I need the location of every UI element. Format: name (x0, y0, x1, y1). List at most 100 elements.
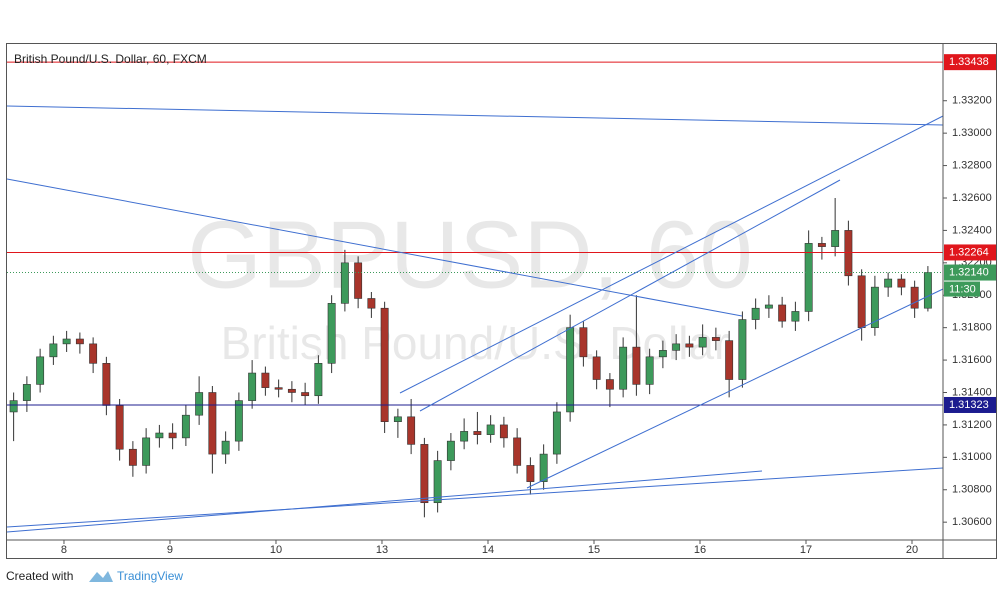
trend-line (419, 179, 841, 412)
candle-body (884, 278, 893, 288)
candle-body (725, 340, 734, 380)
candle-body (234, 400, 243, 442)
candle-body (552, 411, 561, 455)
level-label-box (944, 54, 996, 71)
x-tick-label: 13 (376, 544, 388, 556)
trend-line (6, 105, 944, 126)
candle-body (685, 343, 694, 348)
trend-line (526, 288, 944, 489)
candle-body (870, 286, 879, 328)
countdown-label: 11:30 (949, 283, 976, 295)
candle-body (619, 346, 628, 390)
y-tick-label: 1.31200 (952, 419, 992, 431)
candle-body (221, 440, 230, 455)
candle-body (49, 343, 58, 358)
current-price-label: 1.32140 (949, 266, 989, 278)
level-label-box (944, 244, 996, 261)
candle-body (897, 278, 906, 288)
candle-body (36, 356, 45, 385)
candle-body (778, 304, 787, 322)
candle-body (473, 431, 482, 435)
chart-title: British Pound/U.S. Dollar, 60, FXCM (14, 52, 207, 66)
candle-body (195, 392, 204, 416)
candle-body (367, 298, 376, 309)
candle-body (287, 388, 296, 393)
y-tick-label: 1.32800 (952, 159, 992, 171)
candle-body (672, 343, 681, 351)
candle-body (9, 400, 18, 413)
candle-body (407, 416, 416, 445)
trend-line (6, 178, 743, 317)
x-tick-label: 14 (482, 544, 494, 556)
candle-body (605, 379, 614, 390)
y-tick-label: 1.31400 (952, 386, 992, 398)
candle-body (446, 440, 455, 461)
candle-body (566, 327, 575, 413)
candle-body (844, 230, 853, 277)
trend-line (6, 467, 944, 528)
candle-body (75, 338, 84, 345)
chart-frame (6, 43, 997, 559)
plot-area (7, 61, 943, 518)
candle-body (513, 437, 522, 466)
candle-body (433, 460, 442, 504)
candle-body (539, 453, 548, 482)
y-tick-label: 1.31000 (952, 451, 992, 463)
candle-body (301, 392, 310, 397)
candle-body (526, 465, 535, 482)
x-tick-label: 16 (694, 544, 706, 556)
level-label: 1.33438 (949, 56, 989, 68)
current-price-box (944, 264, 996, 281)
y-tick-label: 1.33200 (952, 95, 992, 107)
candle-body (910, 286, 919, 309)
candle-body (89, 343, 98, 364)
candle-body (711, 337, 720, 341)
candle-body (645, 356, 654, 385)
x-tick-label: 9 (167, 544, 173, 556)
candle-body (592, 356, 601, 380)
tradingview-logo (89, 571, 113, 582)
candle-body (327, 303, 336, 364)
x-tick-label: 20 (906, 544, 918, 556)
candle-body (738, 319, 747, 380)
y-tick-label: 1.32600 (952, 192, 992, 204)
candle-body (208, 392, 217, 455)
footer-brand[interactable]: TradingView (117, 569, 183, 583)
y-tick-label: 1.31800 (952, 322, 992, 334)
candle-body (261, 372, 270, 388)
candle-body (579, 327, 588, 358)
y-tick-label: 1.33000 (952, 127, 992, 139)
candle-body (791, 311, 800, 322)
candle-body (380, 307, 389, 422)
candle-body (658, 350, 667, 358)
candle-body (274, 387, 283, 390)
candle-body (499, 424, 508, 439)
candle-body (698, 337, 707, 348)
candle-body (354, 262, 363, 299)
level-label: 1.31323 (949, 399, 989, 411)
y-tick-label: 1.30800 (952, 484, 992, 496)
candle-body (460, 431, 469, 442)
logo-icon (89, 571, 113, 582)
level-label: 1.32264 (949, 246, 989, 258)
level-label-box (944, 396, 996, 413)
y-tick-label: 1.30600 (952, 516, 992, 528)
trend-line (6, 470, 763, 533)
candle-body (142, 437, 151, 466)
candle-body (168, 432, 177, 439)
candle-body (393, 416, 402, 422)
x-tick-label: 15 (588, 544, 600, 556)
candle-body (115, 405, 124, 450)
candle-body (62, 338, 71, 345)
candle-body (804, 243, 813, 312)
watermark-subtitle: British Pound/U.S. Dollar (221, 317, 730, 369)
candle-body (340, 262, 349, 304)
trend-lines (6, 105, 944, 533)
candle-body (764, 304, 773, 309)
candle-body (181, 414, 190, 439)
candle-body (857, 275, 866, 328)
candle-body (22, 384, 31, 401)
footer-text: Created with (6, 569, 73, 583)
y-tick-label: 1.31600 (952, 354, 992, 366)
